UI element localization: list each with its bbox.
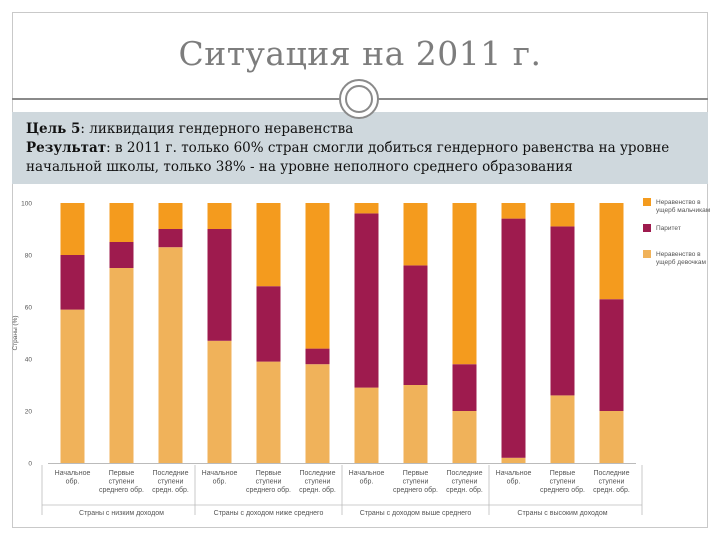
- bar-segment: [60, 203, 85, 255]
- group-label: Страны с доходом выше среднего: [360, 510, 472, 517]
- category-label: Начальное обр.: [202, 470, 238, 486]
- legend-swatch: [643, 224, 651, 232]
- y-tick-label: 80: [25, 253, 33, 260]
- bar-segment: [550, 203, 575, 227]
- goal-text: : ликвидация гендерного неравенства: [80, 121, 354, 137]
- bar-segment: [501, 203, 526, 219]
- bar-segment: [501, 218, 526, 458]
- bar-segment: [550, 395, 575, 463]
- y-axis-title: Страны (%): [12, 315, 19, 350]
- bar-segment: [452, 411, 477, 463]
- bar-segment: [256, 361, 281, 463]
- bar-segment: [109, 242, 134, 268]
- group-label: Страны с доходом ниже среднего: [214, 510, 324, 517]
- category-label: Первые ступени среднего обр.: [393, 470, 438, 494]
- bar-segment: [207, 340, 232, 463]
- legend-swatch: [643, 250, 651, 258]
- bar-segment: [158, 247, 183, 463]
- bar-segment: [501, 457, 526, 463]
- bar-segment: [207, 229, 232, 341]
- category-label: Первые ступени среднего обр.: [246, 470, 291, 494]
- slide-title: Ситуация на 2011 г.: [178, 34, 542, 73]
- bar-segment: [305, 348, 330, 365]
- group-label: Страны с высоким доходом: [517, 510, 607, 517]
- bar-segment: [60, 255, 85, 310]
- y-tick-label: 20: [25, 409, 33, 416]
- text-band: [12, 112, 708, 184]
- bar-segment: [550, 226, 575, 396]
- category-label: Последние ступени средн. обр.: [152, 470, 189, 494]
- bar-segment: [60, 309, 85, 463]
- bar-segment: [305, 203, 330, 349]
- y-tick-label: 100: [21, 201, 32, 208]
- y-tick-label: 60: [25, 305, 33, 312]
- goal-label: Цель 5: [26, 121, 81, 137]
- category-label: Первые ступени среднего обр.: [99, 470, 144, 494]
- y-tick-label: 0: [28, 461, 32, 468]
- bar-segment: [599, 299, 624, 411]
- group-label: Страны с низким доходом: [79, 510, 164, 517]
- category-label: Первые ступени среднего обр.: [540, 470, 585, 494]
- bar-segment: [403, 203, 428, 266]
- bar-segment: [599, 203, 624, 300]
- bar-segment: [403, 265, 428, 385]
- gender-parity-chart: 0 20 40 60 80 100 Страны (%) Начальное обр. Перв…: [12, 198, 711, 517]
- y-tick-label: 40: [25, 357, 33, 364]
- category-label: Последние ступени средн. обр.: [299, 470, 336, 494]
- bar-segment: [354, 213, 379, 388]
- bar-segment: [256, 286, 281, 362]
- category-label: Начальное обр.: [349, 470, 385, 486]
- bar-segment: [452, 203, 477, 365]
- slide-body-text: Цель 5: ликвидация гендерного неравенств…: [26, 120, 706, 177]
- bar-segment: [109, 268, 134, 463]
- legend-label: Неравенство в ущерб девочкам: [656, 251, 707, 266]
- category-label: Последние ступени средн. обр.: [593, 470, 630, 494]
- legend-label: Неравенство в ущерб мальчикам: [656, 199, 711, 214]
- result-label: Результат: [26, 140, 107, 156]
- ring-ornament-icon: [339, 79, 379, 119]
- category-label: Последние ступени средн. обр.: [446, 470, 483, 494]
- bar-segment: [599, 411, 624, 463]
- bar-segment: [256, 203, 281, 287]
- bar-segment: [305, 364, 330, 463]
- category-label: Начальное обр.: [496, 470, 532, 486]
- bar-segment: [403, 385, 428, 463]
- result-text: : в 2011 г. только 60% стран смогли доби…: [26, 140, 670, 175]
- bar-segment: [109, 203, 134, 242]
- bar-segment: [452, 364, 477, 411]
- bar-segment: [158, 203, 183, 229]
- bar-segment: [354, 203, 379, 214]
- bar-segment: [354, 387, 379, 463]
- category-label: Начальное обр.: [55, 470, 91, 486]
- bar-segment: [158, 229, 183, 248]
- legend-label: Паритет: [656, 225, 681, 232]
- bar-segment: [207, 203, 232, 229]
- legend-swatch: [643, 198, 651, 206]
- slide-frame: [12, 12, 708, 528]
